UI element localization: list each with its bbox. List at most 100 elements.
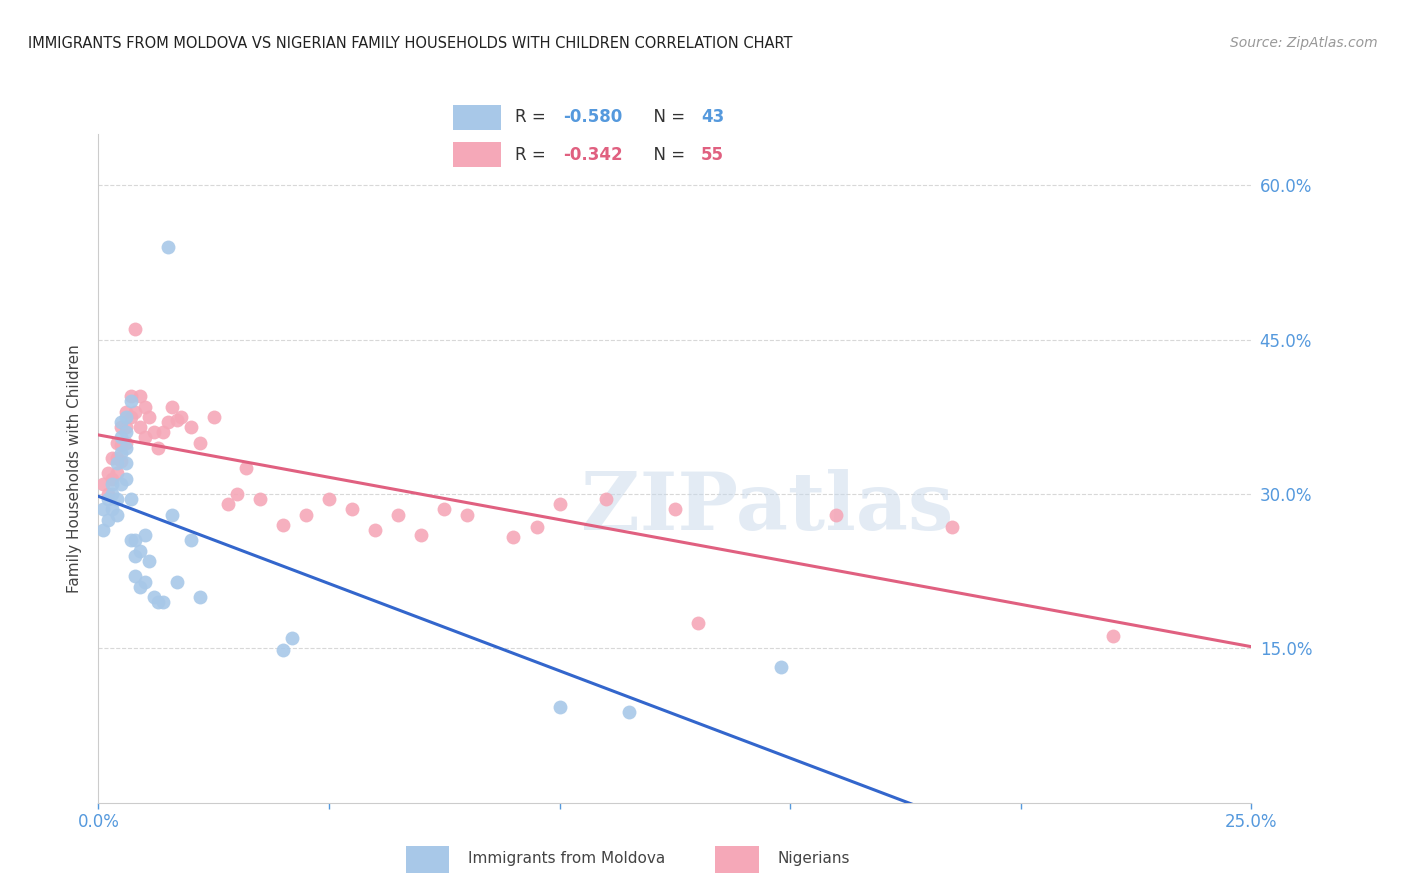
Text: -0.342: -0.342 [564, 145, 623, 163]
Point [120, 533, 142, 548]
Point [120, 389, 142, 403]
Point [134, 574, 156, 589]
Point [129, 543, 152, 558]
Bar [453, 142, 502, 168]
Bar [453, 104, 502, 130]
Point [120, 492, 142, 507]
Point [105, 492, 128, 507]
Point [686, 615, 709, 630]
Point [115, 441, 138, 455]
Text: N =: N = [643, 109, 690, 127]
Point [97, 467, 120, 481]
Point [105, 508, 128, 522]
Point [387, 508, 409, 522]
Point [115, 405, 138, 419]
Point [134, 400, 156, 414]
Point [271, 517, 294, 532]
Point [110, 437, 132, 451]
Point [105, 435, 128, 450]
Point [115, 425, 138, 440]
Point [217, 497, 239, 511]
Point [152, 595, 174, 609]
Point [456, 508, 478, 522]
Point [152, 425, 174, 440]
Point [170, 409, 193, 424]
Point [124, 322, 146, 336]
Point [97, 487, 120, 501]
Point [225, 487, 247, 501]
Point [115, 435, 138, 450]
Point [142, 425, 165, 440]
Point [115, 472, 138, 486]
Point [110, 415, 132, 429]
Point [134, 528, 156, 542]
Point [138, 554, 160, 568]
Point [115, 420, 138, 434]
Bar [716, 847, 759, 873]
Point [148, 441, 170, 455]
Point [433, 502, 456, 516]
Point [129, 389, 152, 403]
Point [595, 492, 617, 507]
Point [91, 523, 114, 537]
Point [156, 415, 179, 429]
Point [148, 595, 170, 609]
Point [281, 631, 304, 645]
Point [129, 580, 152, 594]
Point [548, 497, 571, 511]
Text: R =: R = [515, 145, 551, 163]
Point [120, 409, 142, 424]
Point [115, 456, 138, 470]
Point [105, 467, 128, 481]
Text: N =: N = [643, 145, 690, 163]
Text: Nigerians: Nigerians [778, 851, 849, 866]
Point [101, 487, 124, 501]
Y-axis label: Family Households with Children: Family Households with Children [67, 344, 83, 592]
Point [101, 476, 124, 491]
Point [120, 394, 142, 409]
Point [769, 660, 792, 674]
Point [364, 523, 387, 537]
Point [166, 574, 188, 589]
Point [97, 513, 120, 527]
Point [138, 409, 160, 424]
Point [160, 400, 183, 414]
Point [110, 446, 132, 460]
Point [134, 430, 156, 444]
Text: 43: 43 [702, 109, 724, 127]
Text: IMMIGRANTS FROM MOLDOVA VS NIGERIAN FAMILY HOUSEHOLDS WITH CHILDREN CORRELATION : IMMIGRANTS FROM MOLDOVA VS NIGERIAN FAMI… [28, 36, 793, 51]
Text: ZIPatlas: ZIPatlas [581, 469, 953, 548]
Point [110, 454, 132, 468]
Point [664, 502, 686, 516]
Point [124, 533, 146, 548]
Point [825, 508, 848, 522]
Point [105, 456, 128, 470]
Point [235, 461, 257, 475]
Point [97, 492, 120, 507]
Point [110, 476, 132, 491]
Point [340, 502, 363, 516]
Point [411, 528, 433, 542]
Point [548, 700, 571, 714]
Point [156, 240, 179, 254]
Point [91, 476, 114, 491]
Point [101, 450, 124, 465]
Point [617, 705, 640, 719]
Text: Source: ZipAtlas.com: Source: ZipAtlas.com [1230, 36, 1378, 50]
Point [124, 405, 146, 419]
Point [188, 590, 211, 604]
Text: Immigrants from Moldova: Immigrants from Moldova [468, 851, 665, 866]
Point [941, 520, 963, 534]
Point [249, 492, 271, 507]
Point [91, 502, 114, 516]
Point [180, 533, 202, 548]
Point [1102, 629, 1125, 643]
Point [271, 643, 294, 657]
Point [502, 530, 524, 544]
Point [202, 409, 225, 424]
Point [124, 549, 146, 563]
Point [526, 520, 548, 534]
Point [188, 435, 211, 450]
Point [115, 409, 138, 424]
Point [105, 450, 128, 465]
